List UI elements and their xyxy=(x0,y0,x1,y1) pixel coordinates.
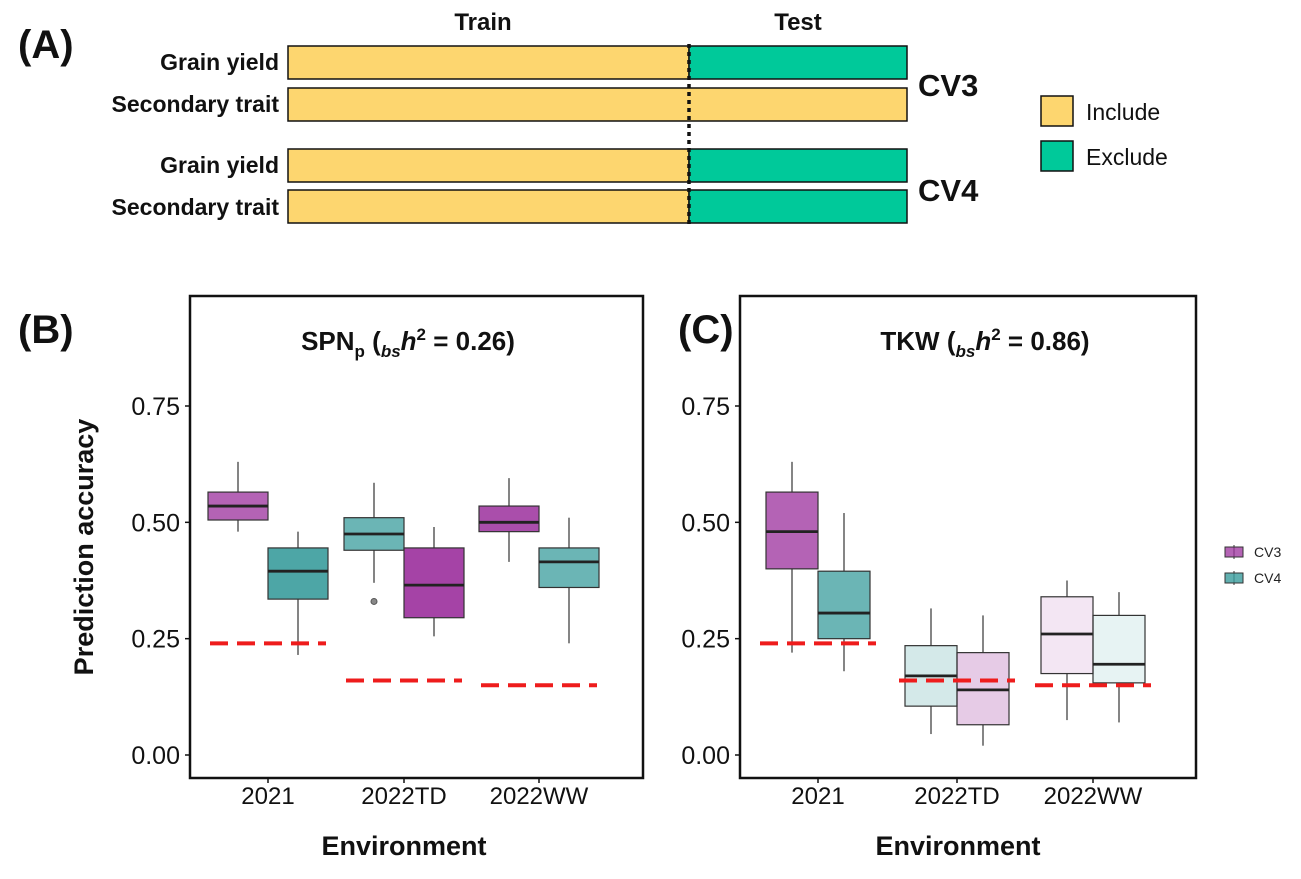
bar-cv4-grain-yield-train xyxy=(287,148,690,183)
panel-c-box-2022WW-CV4 xyxy=(1092,592,1146,723)
panel-c-x-tick-label: 2022WW xyxy=(1044,783,1143,810)
legend-cv4-label: CV4 xyxy=(1254,570,1281,586)
panel-b-box-2022TD-CV4 xyxy=(343,482,405,605)
bar-cv3-grain-yield-test xyxy=(688,45,908,80)
cv3-label: CV3 xyxy=(918,68,978,103)
panel-b-box-2022TD-CV3 xyxy=(403,526,465,637)
row-label-cv3-secondary-trait: Secondary trait xyxy=(112,91,280,117)
panel-b-y-tick-label: 0.50 xyxy=(131,509,180,537)
panel-b-y-tick-label: 0.75 xyxy=(131,393,180,421)
legend-exclude-swatch xyxy=(1040,140,1074,172)
box-iqr xyxy=(478,505,540,533)
panel-b-box-2021-CV3 xyxy=(207,461,269,532)
legend-cv3-label: CV3 xyxy=(1254,544,1281,560)
panel-b-x-axis-label: Environment xyxy=(321,831,486,861)
panel-a: (A) Train Test Grain yield Secondary tra… xyxy=(18,9,1168,226)
panel-c-box-2022WW-CV3 xyxy=(1040,580,1094,721)
legend-exclude-label: Exclude xyxy=(1086,144,1168,170)
panel-c-plot-area: 0.00 0.25 0.50 0.75 2021 2022TD 2022WW xyxy=(681,393,1151,810)
cv4-label: CV4 xyxy=(918,173,979,208)
box-iqr xyxy=(267,547,329,600)
bar-cv4-grain-yield-test xyxy=(688,148,908,183)
panel-b: (B) SPNp (bsh2 = 0.26) 0.00 0.25 0.50 0.75 2… xyxy=(18,294,645,861)
test-label: Test xyxy=(774,9,822,36)
panel-b-box-2022WW-CV4 xyxy=(538,517,600,644)
panel-c: (C) TKW (bsh2 = 0.86) 0.00 0.25 0.50 0.75 20… xyxy=(678,294,1198,861)
row-label-cv4-secondary-trait: Secondary trait xyxy=(112,194,280,220)
box-iqr xyxy=(403,547,465,619)
panel-b-x-tick-label: 2022WW xyxy=(490,783,589,810)
bar-cv3-secondary-trait xyxy=(287,87,908,122)
boxplot-legend: CV3 CV4 xyxy=(1224,544,1281,586)
panel-c-y-tick-label: 0.00 xyxy=(681,742,730,770)
panel-b-box-2021-CV4 xyxy=(267,531,329,655)
panel-c-title: TKW (bsh2 = 0.86) xyxy=(880,325,1089,361)
panel-b-y-tick-label: 0.00 xyxy=(131,742,180,770)
row-label-cv3-grain-yield: Grain yield xyxy=(160,49,279,75)
panel-c-label: (C) xyxy=(678,308,734,352)
bar-cv3-grain-yield-train xyxy=(287,45,690,80)
panel-c-box-2021-CV4 xyxy=(817,513,871,672)
legend-cv3-swatch xyxy=(1224,546,1244,558)
panel-b-x-tick-label: 2022TD xyxy=(361,783,446,810)
panel-a-label: (A) xyxy=(18,23,74,67)
panel-c-y-tick-label: 0.75 xyxy=(681,393,730,421)
panel-c-x-tick-label: 2021 xyxy=(791,783,844,810)
legend-cv4-swatch xyxy=(1224,572,1244,584)
panel-c-box-2022TD-CV3 xyxy=(956,615,1010,746)
panel-c-box-2021-CV3 xyxy=(765,461,819,653)
panel-c-x-axis-label: Environment xyxy=(875,831,1040,861)
legend-include-label: Include xyxy=(1086,99,1160,125)
panel-b-plot-area: 0.00 0.25 0.50 0.75 2021 2022TD 2022WW xyxy=(131,393,600,810)
bar-cv4-secondary-trait-train xyxy=(287,189,690,224)
box-iqr xyxy=(538,547,600,589)
bar-cv4-secondary-trait-test xyxy=(688,189,908,224)
panel-b-box-2022WW-CV3 xyxy=(478,478,540,562)
panel-c-frame xyxy=(738,294,1198,780)
box-iqr xyxy=(817,570,871,640)
panel-b-label: (B) xyxy=(18,308,74,352)
legend-include-swatch xyxy=(1040,95,1074,127)
panel-b-title: SPNp (bsh2 = 0.26) xyxy=(301,325,515,361)
row-label-cv4-grain-yield: Grain yield xyxy=(160,152,279,178)
box-outlier xyxy=(370,597,378,605)
panel-c-x-tick-label: 2022TD xyxy=(914,783,999,810)
panel-b-y-tick-label: 0.25 xyxy=(131,626,180,654)
y-axis-label: Prediction accuracy xyxy=(69,419,99,676)
box-iqr xyxy=(1092,614,1146,684)
panel-c-y-tick-label: 0.25 xyxy=(681,626,730,654)
panel-c-box-2022TD-CV4 xyxy=(904,608,958,735)
train-label: Train xyxy=(454,9,511,36)
panel-b-x-tick-label: 2021 xyxy=(241,783,294,810)
panel-b-frame xyxy=(188,294,645,780)
panel-c-y-tick-label: 0.50 xyxy=(681,509,730,537)
